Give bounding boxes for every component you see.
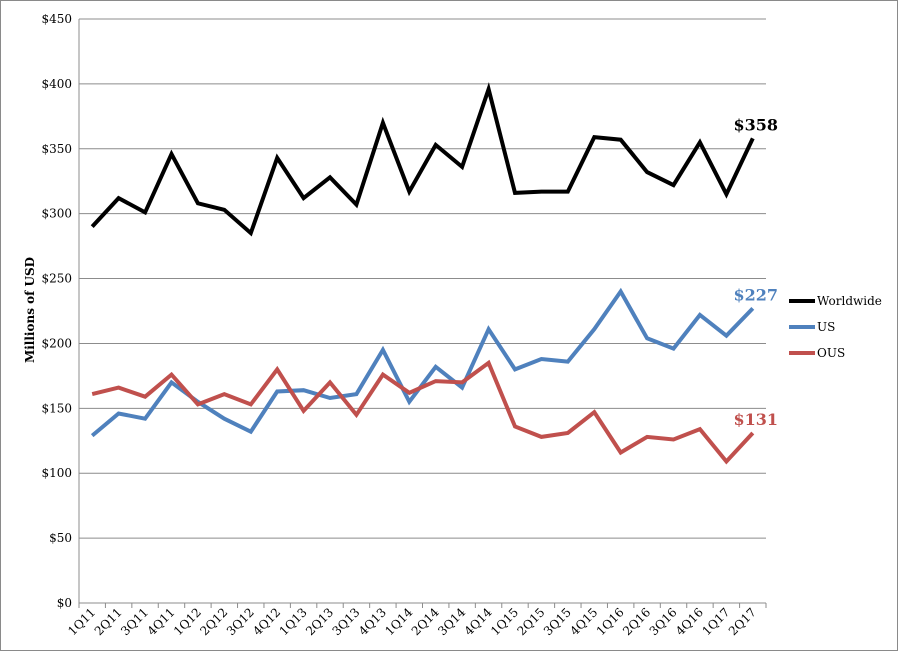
x-tick-label: 4Q13 — [356, 605, 389, 638]
y-axis-title: Millions of USD — [23, 257, 37, 363]
y-tick-label: $0 — [57, 596, 72, 610]
x-tick-label: 1Q16 — [594, 605, 627, 638]
x-tick-label: 2Q12 — [197, 605, 230, 638]
x-tick-label: 1Q12 — [171, 605, 204, 638]
y-tick-label: $150 — [41, 401, 72, 415]
end-value-labels: $358 $227 $131 — [734, 115, 779, 429]
x-tick-label: 2Q16 — [620, 605, 653, 638]
x-tick-label: 1Q13 — [277, 605, 310, 638]
y-axis-tick-labels: $0 $50 $100 $150 $200 $250 $300 $350 $400 $450 — [41, 12, 72, 610]
y-tick-label: $200 — [41, 336, 72, 350]
series-lines — [90, 82, 755, 465]
x-tick-label: 1Q11 — [65, 605, 98, 638]
x-tick-label: 4Q12 — [250, 605, 283, 638]
x-tick-label: 3Q13 — [330, 605, 363, 638]
x-tick-label: 1Q14 — [382, 605, 415, 638]
x-tick-label: 3Q15 — [541, 605, 574, 638]
x-tick-label: 2Q14 — [409, 605, 442, 638]
y-tick-label: $100 — [41, 466, 72, 480]
x-tick-label: 3Q14 — [435, 605, 468, 638]
y-tick-label: $350 — [41, 142, 72, 156]
x-tick-label: 3Q11 — [118, 605, 151, 638]
y-tick-label: $450 — [41, 12, 72, 26]
x-tick-label: 2Q17 — [726, 605, 759, 638]
x-tick-label: 1Q17 — [699, 605, 732, 638]
x-tick-label: 2Q11 — [92, 605, 125, 638]
x-tick-label: 1Q15 — [488, 605, 521, 638]
series-line-ous — [91, 359, 755, 465]
y-tick-label: $250 — [41, 272, 72, 286]
series-line-worldwide — [90, 82, 755, 237]
x-tick-label: 4Q16 — [673, 605, 706, 638]
legend-label-ous: OUS — [817, 346, 845, 360]
x-axis-tick-labels: 1Q112Q113Q114Q111Q122Q123Q124Q121Q132Q13… — [65, 603, 767, 638]
x-tick-label: 2Q13 — [303, 605, 336, 638]
x-tick-label: 4Q14 — [462, 605, 495, 638]
x-tick-label: 3Q16 — [647, 605, 680, 638]
x-tick-label: 4Q11 — [145, 605, 178, 638]
x-tick-label: 3Q12 — [224, 605, 257, 638]
legend-label-us: US — [817, 320, 835, 334]
series-line-us — [90, 287, 755, 438]
y-tick-label: $400 — [41, 77, 72, 91]
x-tick-label: 4Q15 — [567, 605, 600, 638]
end-label-us: $227 — [734, 285, 779, 304]
legend-label-worldwide: Worldwide — [817, 294, 882, 308]
legend: Worldwide US OUS — [789, 294, 882, 360]
end-label-worldwide: $358 — [734, 115, 779, 134]
y-tick-label: $50 — [49, 531, 72, 545]
x-tick-label: 2Q15 — [514, 605, 547, 638]
end-label-ous: $131 — [734, 410, 779, 429]
y-tick-label: $300 — [41, 207, 72, 221]
gridlines — [78, 18, 766, 604]
